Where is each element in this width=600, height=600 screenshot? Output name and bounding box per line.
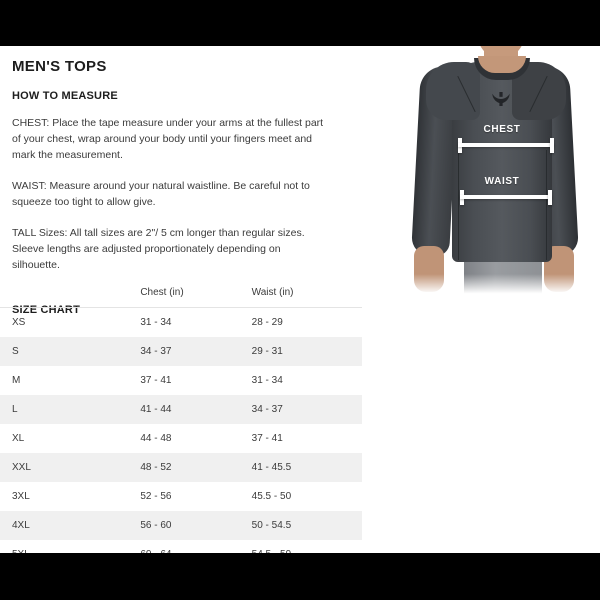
measure-line [460, 195, 552, 199]
measure-line [458, 143, 554, 147]
chest-measure-bar [458, 138, 554, 153]
garment-seam [546, 150, 547, 260]
cell-chest: 52 - 56 [140, 491, 172, 502]
table-row: XXL 48 - 52 41 - 45.5 [0, 453, 362, 482]
table-row: M 37 - 41 31 - 34 [0, 366, 362, 395]
waist-instruction-text: WAIST: Measure around your natural waist… [12, 180, 310, 208]
how-to-measure-heading: HOW TO MEASURE [12, 90, 118, 102]
table-row: XL 44 - 48 37 - 41 [0, 424, 362, 453]
cell-waist: 50 - 54.5 [251, 511, 362, 540]
cell-size: L [0, 395, 141, 424]
table-header: Chest (in) Waist (in) [0, 283, 362, 308]
cell-chest: 44 - 48 [140, 433, 172, 444]
cell-chest: 37 - 41 [140, 375, 172, 386]
table-header-row: Chest (in) Waist (in) [0, 283, 362, 308]
chest-instruction-text: CHEST: Place the tape measure under your… [12, 117, 324, 161]
measure-cap-right [550, 138, 554, 153]
measure-cap-right [548, 190, 552, 205]
table-row: 3XL 52 - 56 45.5 - 50 [0, 482, 362, 511]
column-header-chest: Chest (in) [140, 283, 252, 308]
cell-waist: 37 - 41 [251, 433, 283, 444]
waist-measure-label: WAIST [484, 176, 520, 187]
size-chart-table: Chest (in) Waist (in) XS 31 - 34 28 - 29 S 3… [0, 283, 362, 570]
cell-waist: 41 - 45.5 [251, 453, 362, 482]
cell-size: XL [12, 433, 25, 444]
table-row: XS 31 - 34 28 - 29 [0, 308, 362, 338]
table-row: L 41 - 44 34 - 37 [0, 395, 362, 424]
cell-size: XS [12, 317, 26, 328]
cell-size: 4XL [0, 511, 141, 540]
column-header-waist: Waist (in) [251, 283, 362, 308]
cell-chest: 31 - 34 [140, 317, 172, 328]
cell-waist: 45.5 - 50 [251, 491, 292, 502]
table-row: S 34 - 37 29 - 31 [0, 337, 362, 366]
cell-chest: 41 - 44 [140, 395, 252, 424]
garment-collar-opening [478, 56, 526, 73]
cell-waist: 34 - 37 [251, 395, 362, 424]
garment-shoulder-left [426, 62, 480, 120]
under-armour-logo-icon [492, 92, 510, 106]
letterbox-bar-bottom [0, 553, 600, 600]
cell-size: S [0, 337, 141, 366]
cell-size: 3XL [12, 491, 30, 502]
cell-waist: 28 - 29 [251, 317, 283, 328]
tall-sizes-instruction-text: TALL Sizes: All tall sizes are 2"/ 5 cm … [12, 227, 305, 271]
cell-waist: 29 - 31 [251, 337, 362, 366]
cell-size: M [12, 375, 21, 386]
cell-size: XXL [0, 453, 141, 482]
photo-bottom-fade [386, 274, 600, 300]
garment-seam [458, 150, 459, 260]
chest-measure-label: CHEST [483, 124, 521, 135]
cell-waist: 31 - 34 [251, 375, 283, 386]
cell-chest: 34 - 37 [140, 337, 252, 366]
cell-chest: 48 - 52 [140, 453, 252, 482]
page-title: MEN'S TOPS [12, 58, 107, 75]
waist-measure-bar [460, 190, 552, 205]
table-row: 4XL 56 - 60 50 - 54.5 [0, 511, 362, 540]
instructions-panel: MEN'S TOPS HOW TO MEASURE CHEST: Place t… [0, 46, 380, 316]
size-chart-table-wrapper: Chest (in) Waist (in) XS 31 - 34 28 - 29 S 3… [0, 283, 362, 570]
table-body: XS 31 - 34 28 - 29 S 34 - 37 29 - 31 M 37 - 41 3… [0, 308, 362, 570]
cell-chest: 56 - 60 [140, 511, 252, 540]
letterbox-bar-top [0, 0, 600, 46]
column-header-size [0, 283, 141, 308]
